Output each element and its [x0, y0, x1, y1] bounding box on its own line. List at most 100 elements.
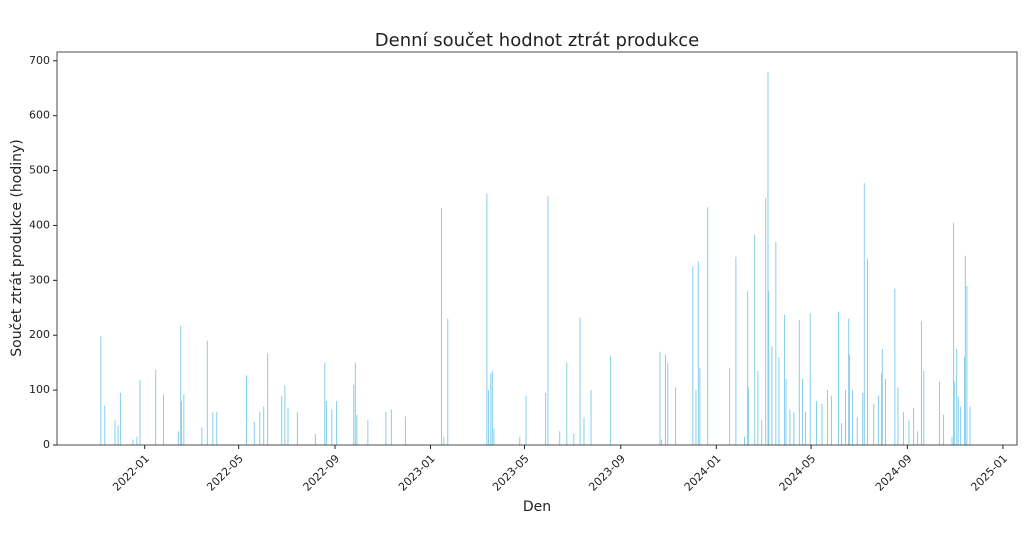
bar [519, 436, 521, 445]
x-tick-label: 2025-01 [968, 452, 1010, 494]
bar [957, 396, 959, 445]
bar [177, 431, 179, 445]
bar [287, 407, 289, 445]
x-tick-label: 2023-01 [396, 452, 438, 494]
bar [877, 395, 879, 445]
bar [785, 379, 787, 445]
bar [573, 434, 575, 445]
y-tick-label: 300 [29, 273, 50, 286]
bar [848, 354, 850, 445]
bar [281, 395, 283, 445]
bar [920, 321, 922, 445]
bar [493, 428, 495, 445]
bar [744, 436, 746, 445]
bar [566, 362, 568, 445]
bar [697, 261, 699, 445]
bar [852, 390, 854, 445]
bar [951, 436, 953, 445]
x-tick-label: 2022-09 [301, 452, 343, 494]
bar [798, 319, 800, 445]
bar [267, 353, 269, 445]
y-tick-label: 400 [29, 218, 50, 231]
bar [181, 401, 183, 445]
y-tick-label: 600 [29, 109, 50, 122]
bar [180, 325, 182, 445]
x-tick-label: 2023-05 [490, 452, 532, 494]
bar [664, 354, 666, 445]
bar [117, 425, 119, 445]
bar [136, 436, 138, 445]
bar [490, 373, 492, 445]
bar [793, 412, 795, 445]
bar [354, 362, 356, 445]
bar [902, 412, 904, 445]
bar [767, 71, 769, 446]
bar [155, 369, 157, 445]
bar [747, 387, 749, 445]
bar [747, 291, 749, 445]
bar [964, 255, 966, 445]
bar [778, 357, 780, 445]
bar [579, 317, 581, 445]
bar [754, 234, 756, 445]
bar [324, 362, 326, 445]
bar [827, 390, 829, 445]
bar [735, 256, 737, 445]
bar [212, 412, 214, 445]
bar [119, 392, 121, 445]
bar [761, 420, 763, 445]
bar [353, 384, 355, 445]
bar [443, 436, 445, 445]
bar [447, 318, 449, 445]
bar [390, 409, 392, 445]
bar [385, 412, 387, 445]
bar [404, 416, 406, 445]
bar [104, 405, 106, 445]
bar [894, 288, 896, 445]
bar [440, 207, 442, 445]
bar [692, 266, 694, 445]
bar [367, 420, 369, 445]
bar [775, 241, 777, 445]
bar [801, 379, 803, 445]
y-tick-label: 0 [43, 438, 50, 451]
bar [183, 394, 185, 445]
bar [547, 196, 549, 445]
bar [667, 362, 669, 445]
bar [661, 439, 663, 445]
bar [545, 392, 547, 445]
bar [821, 403, 823, 445]
chart-title: Denní součet hodnot ztrát produkce [375, 30, 699, 51]
bar [897, 387, 899, 445]
bar [314, 434, 316, 445]
x-tick-label: 2024-09 [873, 452, 915, 494]
bar [789, 409, 791, 445]
bar [699, 368, 701, 445]
bar [938, 381, 940, 445]
bar [805, 412, 807, 445]
bar [356, 414, 358, 445]
bar [908, 420, 910, 445]
bar [830, 395, 832, 445]
bar [881, 348, 883, 445]
bar [953, 381, 955, 445]
x-tick-label: 2024-01 [682, 452, 724, 494]
bar [913, 407, 915, 445]
bar [162, 394, 164, 445]
bar [966, 285, 968, 445]
y-tick-label: 100 [29, 383, 50, 396]
bar [783, 314, 785, 445]
bar [695, 390, 697, 445]
x-axis-label: Den [523, 499, 551, 515]
plot-frame [56, 51, 1018, 446]
bar [953, 222, 955, 445]
bar [659, 351, 661, 445]
bar [525, 395, 527, 445]
bar [284, 385, 286, 445]
bar [884, 379, 886, 445]
bar [253, 421, 255, 445]
bar [768, 291, 770, 445]
bar [837, 311, 839, 445]
y-tick-label: 700 [29, 54, 50, 67]
